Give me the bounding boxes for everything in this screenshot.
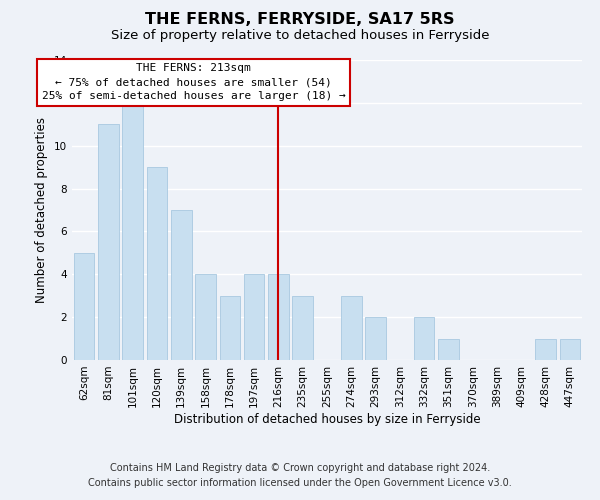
Y-axis label: Number of detached properties: Number of detached properties bbox=[35, 117, 49, 303]
Bar bbox=[268, 274, 289, 360]
Bar bbox=[292, 296, 313, 360]
Text: Size of property relative to detached houses in Ferryside: Size of property relative to detached ho… bbox=[111, 28, 489, 42]
Bar bbox=[414, 317, 434, 360]
Bar bbox=[98, 124, 119, 360]
Bar bbox=[244, 274, 265, 360]
Bar bbox=[438, 338, 459, 360]
Bar bbox=[122, 103, 143, 360]
Bar bbox=[146, 167, 167, 360]
Bar bbox=[535, 338, 556, 360]
Bar bbox=[341, 296, 362, 360]
Bar bbox=[560, 338, 580, 360]
Text: THE FERNS: 213sqm
← 75% of detached houses are smaller (54)
25% of semi-detached: THE FERNS: 213sqm ← 75% of detached hous… bbox=[41, 63, 346, 101]
Text: THE FERNS, FERRYSIDE, SA17 5RS: THE FERNS, FERRYSIDE, SA17 5RS bbox=[145, 12, 455, 28]
Text: Contains HM Land Registry data © Crown copyright and database right 2024.
Contai: Contains HM Land Registry data © Crown c… bbox=[88, 462, 512, 487]
X-axis label: Distribution of detached houses by size in Ferryside: Distribution of detached houses by size … bbox=[173, 412, 481, 426]
Bar bbox=[365, 317, 386, 360]
Bar bbox=[74, 253, 94, 360]
Bar bbox=[171, 210, 191, 360]
Bar bbox=[220, 296, 240, 360]
Bar bbox=[195, 274, 216, 360]
